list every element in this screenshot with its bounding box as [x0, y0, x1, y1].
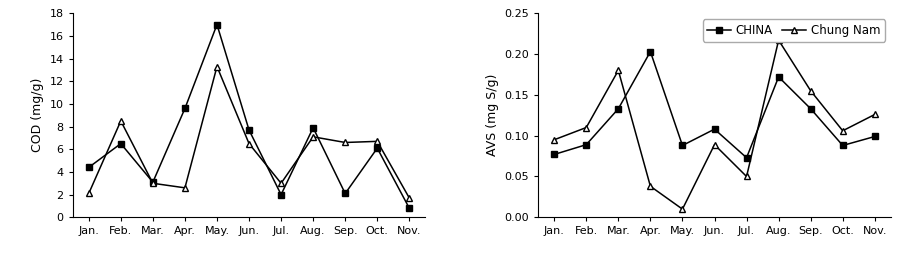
- Y-axis label: COD (mg/g): COD (mg/g): [31, 78, 44, 152]
- Chung Nam: [549, 138, 560, 141]
- CHINA: [774, 75, 784, 78]
- Chung Nam: [741, 175, 752, 178]
- CHINA: [581, 143, 592, 146]
- Chung Nam: [613, 69, 624, 72]
- Chung Nam: [774, 39, 784, 42]
- Chung Nam: [581, 126, 592, 129]
- CHINA: [549, 153, 560, 156]
- Line: CHINA: CHINA: [551, 48, 878, 161]
- Y-axis label: AVS (mg S/g): AVS (mg S/g): [485, 74, 499, 156]
- Line: Chung Nam: Chung Nam: [551, 37, 878, 213]
- Chung Nam: [709, 143, 720, 146]
- CHINA: [837, 144, 848, 147]
- CHINA: [869, 135, 880, 138]
- CHINA: [709, 127, 720, 131]
- Chung Nam: [869, 113, 880, 116]
- CHINA: [613, 107, 624, 110]
- CHINA: [805, 107, 816, 110]
- CHINA: [645, 50, 656, 53]
- Chung Nam: [805, 89, 816, 92]
- Chung Nam: [677, 207, 688, 211]
- CHINA: [741, 156, 752, 159]
- Chung Nam: [645, 185, 656, 188]
- Legend: CHINA, Chung Nam: CHINA, Chung Nam: [703, 19, 885, 42]
- Chung Nam: [837, 129, 848, 132]
- CHINA: [677, 144, 688, 147]
